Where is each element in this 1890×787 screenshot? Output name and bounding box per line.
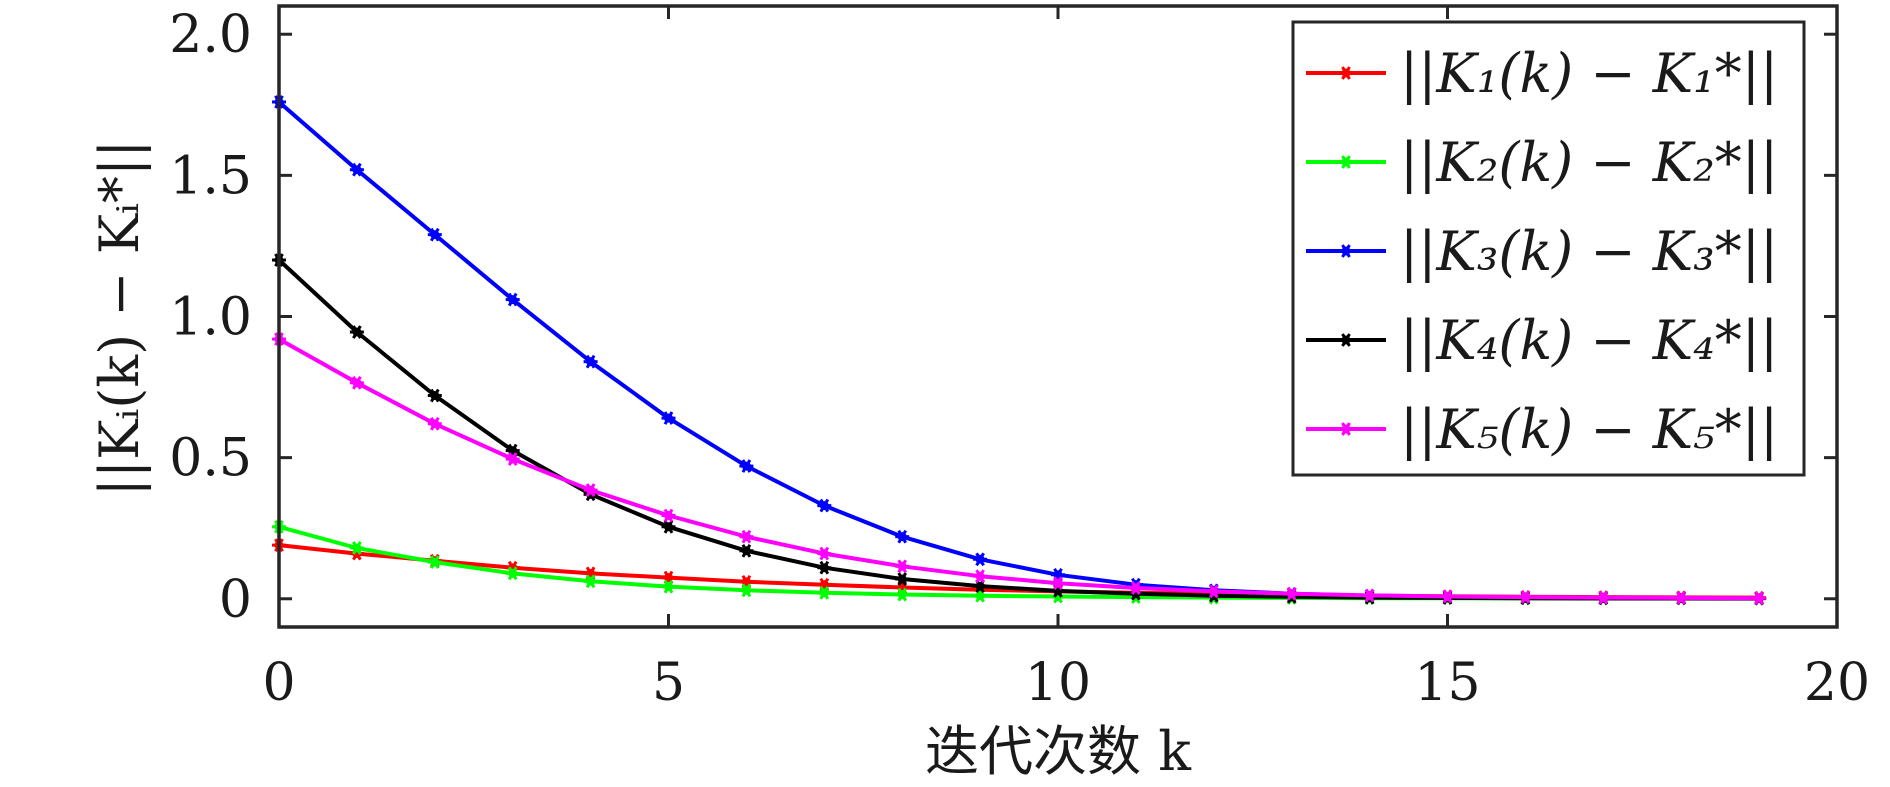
data-point: [973, 552, 988, 567]
legend-marker: [1339, 66, 1353, 80]
data-point: [349, 541, 364, 555]
data-point: [349, 325, 364, 339]
series-line: [278, 337, 1760, 601]
data-point: [505, 566, 520, 581]
data-point: [1674, 591, 1689, 605]
data-point: [895, 587, 910, 602]
legend-marker: [1339, 244, 1353, 258]
data-point: [1518, 590, 1533, 604]
plot-frame: [277, 4, 1839, 629]
data-point: [583, 483, 598, 497]
legend-label: ||K₃(k) − K₃*||: [1400, 220, 1778, 283]
data-point: [1440, 589, 1455, 604]
legend-marker: [1339, 422, 1353, 436]
data-point: [661, 579, 676, 594]
legend-entry-2: ||K₂(k) − K₂*||: [1306, 131, 1778, 194]
data-point: [817, 546, 832, 561]
data-point: [817, 498, 832, 513]
data-point: [661, 508, 676, 523]
y-axis-label: ||Kᵢ(k) − Kᵢ*||: [88, 140, 151, 497]
data-point: [1596, 590, 1611, 605]
y-tick-label: 1.5: [169, 146, 252, 206]
x-tick-label: 5: [652, 653, 685, 713]
data-point: [427, 555, 442, 569]
series-layer: [272, 95, 1767, 606]
data-point: [739, 459, 754, 473]
legend-box: [1291, 20, 1806, 477]
x-tick-label: 15: [1414, 653, 1480, 713]
series-5: [272, 332, 1767, 606]
data-point: [661, 411, 676, 425]
x-axis-label: 迭代次数 k: [925, 720, 1192, 783]
data-point: [427, 416, 442, 431]
legend-label: ||K₅(k) − K₅*||: [1400, 398, 1778, 461]
data-point: [739, 529, 754, 544]
data-point: [349, 376, 364, 390]
legend-label: ||K₄(k) − K₄*||: [1400, 309, 1778, 372]
data-point: [427, 388, 442, 403]
y-tick-label: 2.0: [169, 5, 252, 65]
legend-label: ||K₁(k) − K₁*||: [1400, 42, 1778, 105]
data-point: [895, 572, 910, 586]
legend-entry-3: ||K₃(k) − K₃*||: [1306, 220, 1778, 283]
data-point: [349, 162, 364, 177]
data-point: [817, 586, 832, 600]
data-point: [505, 292, 520, 307]
ticks-layer: 0 5 10 15 20 0 0.5 1.0 1.5 2.0: [169, 5, 1870, 713]
data-point: [505, 452, 520, 466]
legend-entry-5: ||K₅(k) − K₅*||: [1306, 398, 1778, 461]
data-point: [1284, 586, 1299, 601]
data-point: [739, 583, 754, 598]
y-tick-label: 0: [219, 570, 252, 630]
data-point: [739, 543, 754, 558]
data-point: [1752, 591, 1767, 606]
data-point: [661, 570, 676, 585]
data-point: [583, 354, 598, 369]
legend-label: ||K₂(k) − K₂*||: [1400, 131, 1778, 194]
legend-marker: [1339, 155, 1353, 169]
x-tick-label: 20: [1804, 653, 1870, 713]
legend-marker: [1339, 333, 1353, 347]
data-point: [973, 569, 988, 584]
data-point: [1128, 581, 1143, 595]
data-point: [427, 227, 442, 242]
data-point: [817, 560, 832, 575]
legend: ||K₁(k) − K₁*|| ||K₂(k) − K₂*|| ||K₃(k) − …: [1291, 20, 1806, 477]
y-tick-label: 0.5: [169, 429, 252, 489]
legend-entry-4: ||K₄(k) − K₄*||: [1306, 309, 1778, 372]
x-tick-label: 0: [262, 653, 295, 713]
x-tick-label: 10: [1025, 653, 1091, 713]
data-point: [661, 519, 676, 534]
data-point: [1051, 576, 1065, 591]
data-point: [895, 559, 910, 574]
y-tick-label: 1.0: [169, 288, 252, 348]
legend-entry-1: ||K₁(k) − K₁*||: [1306, 42, 1778, 105]
data-point: [583, 574, 598, 589]
data-point: [1362, 588, 1377, 603]
data-point: [1206, 584, 1221, 599]
data-point: [895, 529, 910, 544]
